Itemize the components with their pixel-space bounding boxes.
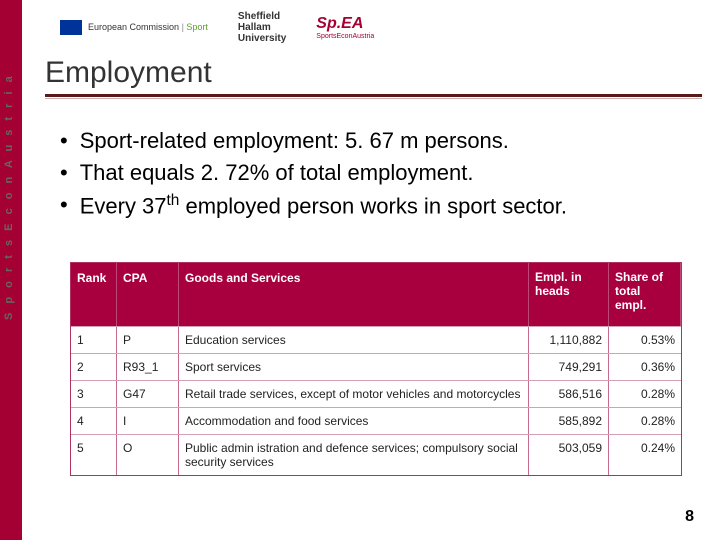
- title-rule-light: [45, 98, 702, 99]
- bullet-text: Sport-related employment: 5. 67 m person…: [80, 128, 509, 154]
- table-row: 5OPublic admin istration and defence ser…: [71, 434, 681, 475]
- cell-cpa: G47: [117, 381, 179, 407]
- col-empl: Empl. in heads: [529, 263, 609, 326]
- cell-empl: 1,110,882: [529, 327, 609, 353]
- spea-logo: Sp.EA SportsEconAustria: [316, 15, 374, 40]
- page-number: 8: [685, 508, 694, 526]
- col-share: Share of total empl.: [609, 263, 681, 326]
- cell-cpa: O: [117, 435, 179, 475]
- list-item: Every 37th employed person works in spor…: [60, 192, 696, 219]
- shu-logo: Sheffield Hallam University: [238, 11, 286, 44]
- table-row: 2R93_1Sport services749,2910.36%: [71, 353, 681, 380]
- cell-cpa: R93_1: [117, 354, 179, 380]
- cell-goods: Public admin istration and defence servi…: [179, 435, 529, 475]
- list-item: That equals 2. 72% of total employment.: [60, 160, 696, 186]
- cell-share: 0.24%: [609, 435, 681, 475]
- shu-line3: University: [238, 33, 286, 44]
- col-cpa: CPA: [117, 263, 179, 326]
- bullet-text: That equals 2. 72% of total employment.: [80, 160, 474, 186]
- cell-goods: Accommodation and food services: [179, 408, 529, 434]
- ec-logo: European Commission | Sport: [60, 20, 208, 35]
- cell-share: 0.53%: [609, 327, 681, 353]
- bullet-list: Sport-related employment: 5. 67 m person…: [60, 128, 696, 225]
- shu-line1: Sheffield: [238, 11, 286, 22]
- cell-empl: 585,892: [529, 408, 609, 434]
- header-logos: European Commission | Sport Sheffield Ha…: [60, 8, 374, 46]
- table-row: 4IAccommodation and food services585,892…: [71, 407, 681, 434]
- shu-line2: Hallam: [238, 22, 286, 33]
- employment-table: Rank CPA Goods and Services Empl. in hea…: [70, 262, 682, 476]
- page-title: Employment: [45, 56, 702, 94]
- title-block: Employment: [45, 56, 702, 99]
- list-item: Sport-related employment: 5. 67 m person…: [60, 128, 696, 154]
- cell-goods: Sport services: [179, 354, 529, 380]
- cell-goods: Education services: [179, 327, 529, 353]
- cell-cpa: I: [117, 408, 179, 434]
- cell-rank: 1: [71, 327, 117, 353]
- vertical-brand-text: S p o r t s E c o n A u s t r i a: [3, 73, 15, 320]
- table-row: 1PEducation services1,110,8820.53%: [71, 326, 681, 353]
- spea-title: Sp.EA: [316, 15, 363, 33]
- cell-share: 0.28%: [609, 381, 681, 407]
- cell-rank: 2: [71, 354, 117, 380]
- cell-empl: 586,516: [529, 381, 609, 407]
- cell-cpa: P: [117, 327, 179, 353]
- ec-sub: Sport: [186, 22, 208, 32]
- spea-sub: SportsEconAustria: [316, 33, 374, 40]
- cell-rank: 5: [71, 435, 117, 475]
- cell-rank: 3: [71, 381, 117, 407]
- col-rank: Rank: [71, 263, 117, 326]
- ec-label: European Commission: [88, 22, 179, 32]
- cell-share: 0.28%: [609, 408, 681, 434]
- bullet-text: Every 37th employed person works in spor…: [80, 192, 567, 219]
- cell-empl: 749,291: [529, 354, 609, 380]
- cell-rank: 4: [71, 408, 117, 434]
- table-row: 3G47Retail trade services, except of mot…: [71, 380, 681, 407]
- col-goods: Goods and Services: [179, 263, 529, 326]
- cell-share: 0.36%: [609, 354, 681, 380]
- eu-flag-icon: [60, 20, 82, 35]
- cell-empl: 503,059: [529, 435, 609, 475]
- cell-goods: Retail trade services, except of motor v…: [179, 381, 529, 407]
- title-rule: [45, 94, 702, 97]
- table-header: Rank CPA Goods and Services Empl. in hea…: [71, 263, 681, 326]
